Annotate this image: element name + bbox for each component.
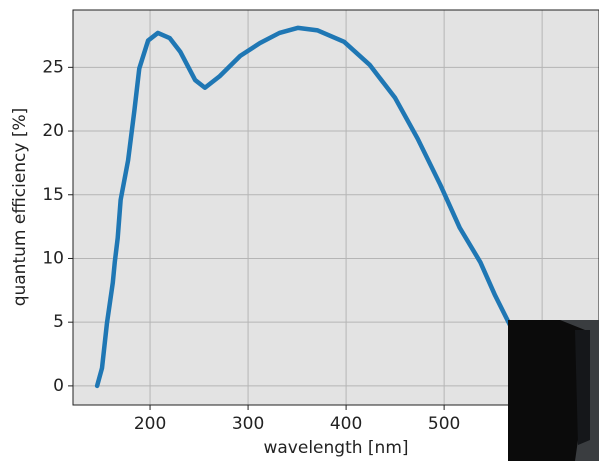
x-axis-label: wavelength [nm]: [263, 438, 408, 458]
x-tick-label: 500: [428, 414, 460, 434]
y-tick-label: 5: [53, 312, 64, 332]
y-axis-label: quantum efficiency [%]: [10, 108, 30, 307]
y-tick-label: 10: [42, 248, 64, 268]
photo-shadow: [575, 330, 590, 445]
x-tick-label: 200: [134, 414, 166, 434]
x-tick-label: 300: [232, 414, 264, 434]
plot-frame: [72, 9, 599, 406]
y-tick-label: 20: [42, 121, 64, 141]
data-line: [94, 25, 513, 389]
photo-inset: [508, 320, 599, 461]
x-tick-label: 400: [330, 414, 362, 434]
y-tick-label: 25: [42, 57, 64, 77]
y-tick-label: 0: [53, 376, 64, 396]
y-tick-label: 15: [42, 185, 64, 205]
